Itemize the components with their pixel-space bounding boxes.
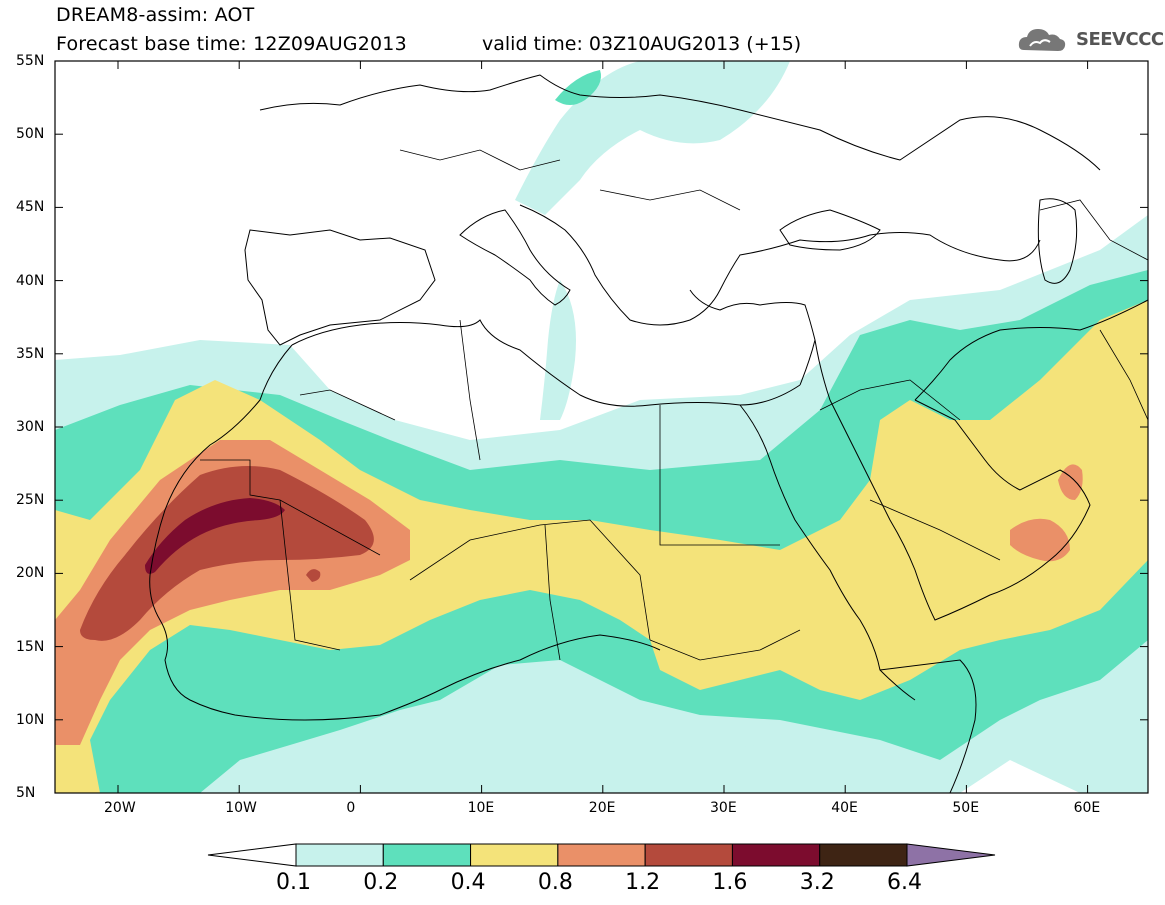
colorbar-swatch bbox=[644, 843, 733, 867]
coast-balkans bbox=[519, 204, 1041, 326]
colorbar-upper-arrow bbox=[906, 843, 996, 867]
aot-field-1.2-spot bbox=[306, 569, 321, 582]
aot-field-0.8-hormuz bbox=[1058, 464, 1083, 500]
coast-iberia-africa bbox=[244, 229, 436, 346]
colorbar-swatch bbox=[295, 843, 384, 867]
coastlines bbox=[149, 74, 1148, 793]
coast-redsea-west bbox=[739, 404, 916, 701]
aot-field-0.4 bbox=[55, 300, 1148, 793]
aot-field-0.1-tongue bbox=[540, 280, 576, 420]
seevccc-logo: SEEVCCC bbox=[1016, 20, 1164, 60]
border-9 bbox=[869, 499, 1001, 561]
lat-label: 20N bbox=[16, 565, 45, 582]
lat-label: 35N bbox=[16, 345, 45, 362]
lat-label: 40N bbox=[16, 272, 45, 289]
border-5 bbox=[544, 524, 561, 661]
lat-label: 55N bbox=[16, 53, 45, 69]
lon-label: 20W bbox=[104, 800, 136, 816]
lon-label: 30E bbox=[710, 800, 737, 816]
lon-label: 40E bbox=[831, 800, 858, 816]
border-3 bbox=[409, 519, 651, 641]
coast-europe-north bbox=[259, 74, 1101, 171]
lon-label: 60E bbox=[1073, 800, 1101, 816]
colorbar-label: 1.2 bbox=[625, 870, 661, 895]
coast-italy bbox=[459, 209, 571, 306]
colorbar-label: 1.6 bbox=[712, 870, 748, 895]
coast-levant bbox=[689, 289, 816, 386]
colorbar-swatch bbox=[819, 843, 908, 867]
aot-field-1.6 bbox=[145, 498, 285, 574]
border-6 bbox=[659, 405, 780, 546]
border-2 bbox=[279, 499, 341, 651]
cloud-icon bbox=[1018, 29, 1066, 51]
colorbar-label: 0.1 bbox=[276, 870, 311, 895]
border-12 bbox=[299, 389, 396, 421]
lon-label: 50E bbox=[952, 800, 980, 816]
colorbar-swatch bbox=[470, 843, 559, 867]
coast-persia bbox=[914, 299, 1148, 401]
coast-caspian bbox=[1037, 198, 1078, 284]
aot-field-0.8-gulf bbox=[1010, 518, 1070, 562]
coast-blacksea bbox=[779, 209, 881, 251]
forecast-base-time: Forecast base time: 12Z09AUG2013 bbox=[56, 33, 407, 55]
lat-label: 10N bbox=[16, 711, 45, 728]
colorbar-swatch bbox=[557, 843, 646, 867]
valid-time: valid time: 03Z10AUG2013 (+15) bbox=[482, 33, 802, 55]
border-7 bbox=[649, 629, 801, 661]
coast-northafrica bbox=[149, 344, 661, 721]
axis-ticks bbox=[55, 60, 1148, 794]
lon-label: 20E bbox=[588, 800, 616, 816]
colorbar-label: 3.2 bbox=[799, 870, 835, 895]
coast-redsea-east bbox=[814, 339, 1091, 621]
lat-label: 15N bbox=[16, 638, 45, 655]
colorbar-label: 6.4 bbox=[887, 870, 922, 895]
coast-mediterranean-south bbox=[291, 319, 801, 407]
lat-label: 25N bbox=[16, 492, 45, 509]
border-13 bbox=[399, 149, 561, 171]
borders bbox=[200, 149, 1148, 661]
border-8 bbox=[819, 379, 961, 421]
colorbar bbox=[207, 843, 996, 867]
colorbar-label: 0.8 bbox=[537, 870, 573, 895]
lon-label: 0 bbox=[346, 800, 356, 816]
map-title: DREAM8-assim: AOT bbox=[56, 4, 255, 26]
lat-label: 50N bbox=[16, 126, 45, 143]
colorbar-swatch bbox=[382, 843, 472, 867]
colorbar-lower-arrow bbox=[207, 843, 297, 867]
lat-label: 45N bbox=[16, 199, 45, 216]
border-14 bbox=[599, 189, 741, 211]
border-1 bbox=[200, 459, 381, 556]
border-4 bbox=[459, 319, 481, 461]
logo-text: SEEVCCC bbox=[1076, 29, 1164, 50]
aot-fields bbox=[55, 61, 1148, 793]
lat-label: 5N bbox=[16, 785, 36, 801]
lat-label: 30N bbox=[16, 419, 45, 435]
border-11 bbox=[1099, 329, 1148, 421]
colorbar-label: 0.2 bbox=[363, 870, 399, 895]
border-10 bbox=[1039, 199, 1148, 261]
lon-label: 10E bbox=[467, 800, 495, 816]
colorbar-swatch bbox=[731, 843, 821, 867]
lon-label: 10W bbox=[225, 800, 257, 816]
colorbar-label: 0.4 bbox=[450, 870, 486, 895]
aot-field-1.2 bbox=[80, 466, 374, 641]
coast-somalia bbox=[879, 659, 977, 793]
